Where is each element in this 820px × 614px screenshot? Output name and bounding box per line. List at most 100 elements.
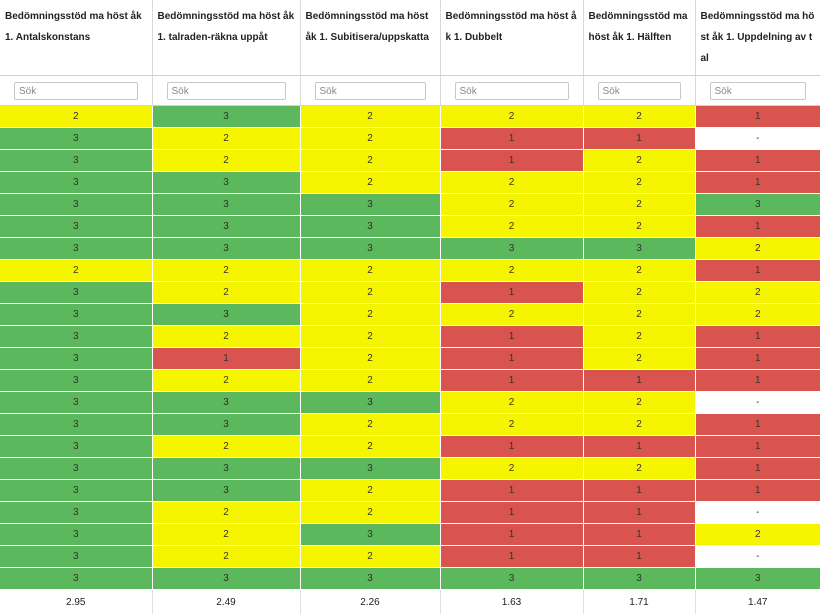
- score-cell: 2: [583, 392, 695, 414]
- score-cell: 1: [440, 502, 583, 524]
- score-cell: 2: [152, 436, 300, 458]
- score-cell: 2: [695, 238, 820, 260]
- score-cell: 3: [440, 568, 583, 590]
- score-cell: 1: [695, 260, 820, 282]
- score-cell: 2: [440, 216, 583, 238]
- column-header-antalskonstans[interactable]: Bedömningsstöd ma höst åk 1. Antalskonst…: [0, 0, 152, 76]
- search-input-subitisera[interactable]: [315, 82, 426, 100]
- score-cell: 2: [300, 304, 440, 326]
- score-cell: 3: [0, 524, 152, 546]
- column-header-uppdelning[interactable]: Bedömningsstöd ma höst åk 1. Uppdelning …: [695, 0, 820, 76]
- score-cell: 2: [300, 348, 440, 370]
- score-cell: 3: [152, 216, 300, 238]
- score-cell: 2: [440, 194, 583, 216]
- score-cell: 3: [695, 194, 820, 216]
- score-cell: 3: [152, 238, 300, 260]
- score-cell: 3: [152, 392, 300, 414]
- score-cell: 3: [0, 172, 152, 194]
- score-cell: -: [695, 502, 820, 524]
- score-cell: 2: [300, 106, 440, 128]
- search-input-uppdelning[interactable]: [710, 82, 807, 100]
- score-cell: 2: [300, 480, 440, 502]
- score-cell: 2: [300, 326, 440, 348]
- column-header-talraden[interactable]: Bedömningsstöd ma höst åk 1. talraden-rä…: [152, 0, 300, 76]
- score-cell: 2: [300, 370, 440, 392]
- average-talraden: 2.49: [152, 590, 300, 614]
- score-cell: 2: [152, 282, 300, 304]
- score-cell: 1: [583, 480, 695, 502]
- score-cell: 2: [440, 304, 583, 326]
- search-input-antalskonstans[interactable]: [14, 82, 138, 100]
- column-header-subitisera[interactable]: Bedömningsstöd ma höst åk 1. Subitisera/…: [300, 0, 440, 76]
- score-cell: 3: [300, 238, 440, 260]
- score-cell: 3: [0, 568, 152, 590]
- score-cell: 1: [583, 502, 695, 524]
- score-cell: 1: [440, 326, 583, 348]
- score-cell: 2: [300, 150, 440, 172]
- search-input-dubbelt[interactable]: [455, 82, 569, 100]
- score-cell: 2: [440, 260, 583, 282]
- score-cell: 3: [300, 194, 440, 216]
- score-cell: 2: [152, 370, 300, 392]
- filter-cell: [583, 76, 695, 106]
- score-cell: 3: [0, 304, 152, 326]
- score-cell: 1: [152, 348, 300, 370]
- average-uppdelning: 1.47: [695, 590, 820, 614]
- filter-cell: [695, 76, 820, 106]
- score-cell: 3: [300, 458, 440, 480]
- column-header-halften[interactable]: Bedömningsstöd ma höst åk 1. Hälften: [583, 0, 695, 76]
- score-cell: 2: [583, 260, 695, 282]
- score-cell: 3: [0, 414, 152, 436]
- score-cell: 1: [695, 458, 820, 480]
- score-cell: 1: [440, 480, 583, 502]
- score-cell: 1: [695, 370, 820, 392]
- score-cell: 2: [300, 260, 440, 282]
- average-row: 2.95 2.49 2.26 1.63 1.71 1.47: [0, 590, 820, 614]
- score-cell: 2: [300, 502, 440, 524]
- score-cell: 2: [695, 304, 820, 326]
- column-header-dubbelt[interactable]: Bedömningsstöd ma höst åk 1. Dubbelt: [440, 0, 583, 76]
- score-cell: 3: [152, 194, 300, 216]
- score-cell: 3: [300, 392, 440, 414]
- score-cell: 1: [583, 524, 695, 546]
- score-cell: 3: [0, 502, 152, 524]
- score-cell: 1: [440, 436, 583, 458]
- score-cell: 3: [583, 238, 695, 260]
- score-cell: 2: [440, 106, 583, 128]
- average-dubbelt: 1.63: [440, 590, 583, 614]
- filter-cell: [0, 76, 152, 106]
- score-cell: 3: [0, 458, 152, 480]
- score-cell: 2: [583, 282, 695, 304]
- score-cell: 2: [583, 106, 695, 128]
- score-cell: 2: [440, 414, 583, 436]
- score-cell: 3: [0, 370, 152, 392]
- score-cell: -: [695, 128, 820, 150]
- score-cell: 1: [695, 414, 820, 436]
- search-input-talraden[interactable]: [167, 82, 286, 100]
- score-cell: 2: [152, 128, 300, 150]
- score-cell: 2: [583, 414, 695, 436]
- score-cell: 3: [0, 282, 152, 304]
- score-cell: 1: [440, 282, 583, 304]
- header-row: Bedömningsstöd ma höst åk 1. Antalskonst…: [0, 0, 820, 76]
- score-cell: 2: [0, 260, 152, 282]
- score-cell: 2: [440, 172, 583, 194]
- score-cell: 2: [300, 128, 440, 150]
- score-cell: 2: [583, 458, 695, 480]
- score-cell: 3: [0, 150, 152, 172]
- score-cell: 3: [152, 106, 300, 128]
- score-cell: 3: [152, 568, 300, 590]
- score-cell: 2: [583, 216, 695, 238]
- score-cell: 2: [0, 106, 152, 128]
- search-input-halften[interactable]: [598, 82, 681, 100]
- filter-cell: [440, 76, 583, 106]
